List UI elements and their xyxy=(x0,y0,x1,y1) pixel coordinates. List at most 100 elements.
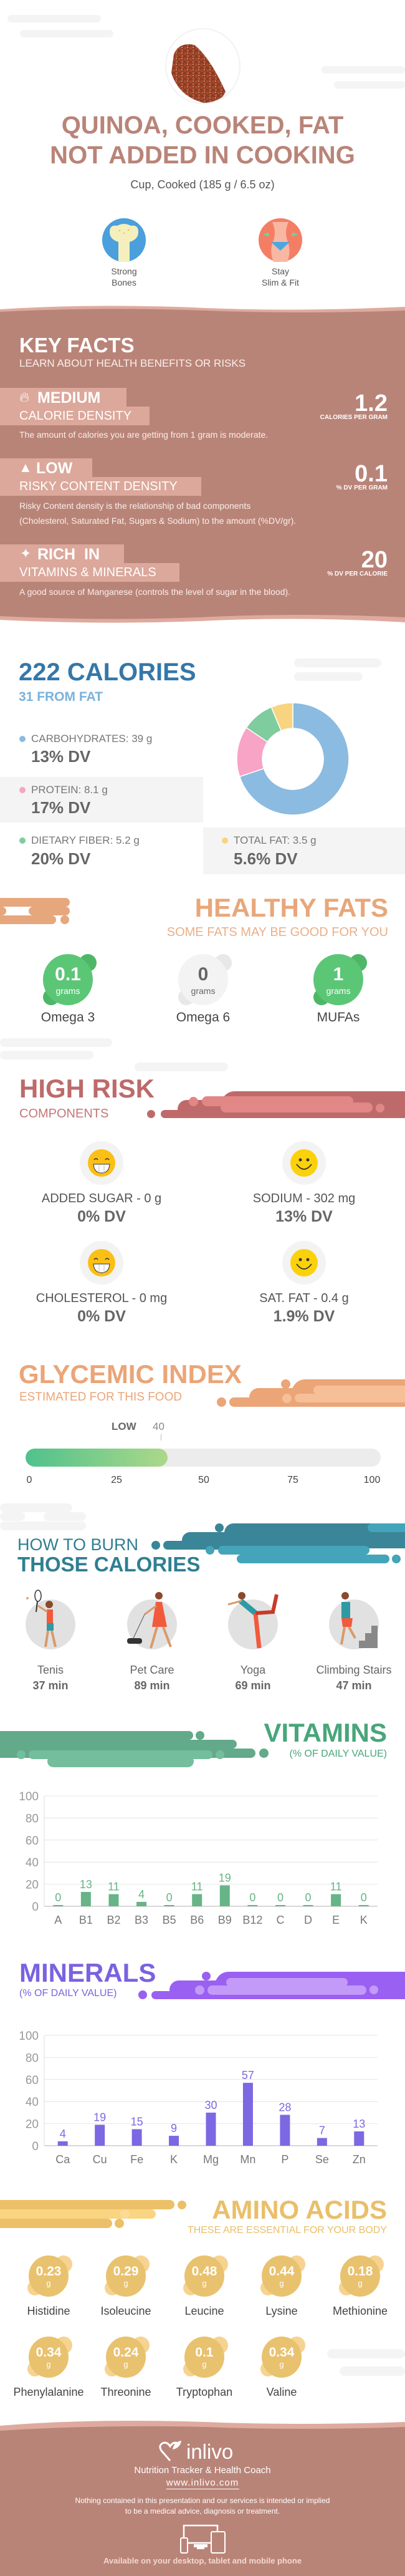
high-risk-title: HIGH RISK xyxy=(19,1074,155,1103)
glycemic-bar-fill xyxy=(26,1449,168,1467)
amino-label: Threonine xyxy=(100,2386,151,2398)
bar-value-label: 57 xyxy=(242,2069,254,2082)
stairs-icon xyxy=(340,1592,378,1648)
amino-label: Phenylalanine xyxy=(13,2386,84,2398)
vitamin-bar-b6 xyxy=(192,1894,202,1906)
food-title-line1: QUINOA, COOKED, FAT xyxy=(61,112,344,139)
gi-tick: 75 xyxy=(287,1475,298,1485)
amino-blob: 0.18 g xyxy=(339,2255,384,2297)
minerals-bar-chart: 0 20 40 60 80 100 4 Ca 19 Cu 15 Fe 9 K 30 Mg 57 Mn 28 P 7 Se 1… xyxy=(19,2030,378,2166)
warning-icon: ▲ xyxy=(19,460,32,475)
risk-label: ADDED SUGAR - 0 g xyxy=(41,1192,162,1205)
bar-value-label: 0 xyxy=(361,1891,367,1904)
y-tick-label: 80 xyxy=(26,1812,39,1825)
bone-icon xyxy=(102,218,146,262)
risk-dv: 13% DV xyxy=(275,1208,333,1225)
macro-dv: 5.6% DV xyxy=(234,849,298,868)
fact-level: RICH IN xyxy=(37,546,100,563)
bar-value-label: 28 xyxy=(279,2101,291,2113)
fact-description: The amount of calories you are getting f… xyxy=(19,430,269,440)
category-label: K xyxy=(360,1914,368,1926)
fat-unit: grams xyxy=(55,986,80,996)
risk-dv: 1.9% DV xyxy=(273,1308,335,1325)
mineral-bar-p xyxy=(280,2115,290,2146)
calories-from-fat: 31 FROM FAT xyxy=(19,690,103,704)
benefit-strong-bones xyxy=(102,218,146,265)
key-facts-band xyxy=(0,306,405,623)
bar-value-label: 0 xyxy=(277,1891,284,1904)
amino-title: AMINO ACIDS xyxy=(212,2195,387,2224)
amino-value: 0.24 xyxy=(113,2345,139,2360)
vitamin-bar-b1 xyxy=(80,1891,91,1906)
donut-slice-carbohydrates xyxy=(239,702,350,816)
gi-tick: 100 xyxy=(363,1475,381,1485)
fat-unit: grams xyxy=(326,986,351,996)
protein-bullet xyxy=(19,787,26,793)
risk-label: SODIUM - 302 mg xyxy=(252,1192,356,1205)
amino-label: Leucine xyxy=(184,2305,224,2317)
footer-tagline: Nutrition Tracker & Health Coach xyxy=(134,2465,271,2476)
activity-time: 89 min xyxy=(134,1679,170,1692)
macro-label: CARBOHYDRATES: 39 g xyxy=(31,733,153,745)
category-label: B12 xyxy=(242,1914,262,1926)
bar-value-label: 0 xyxy=(305,1891,312,1904)
fiber-bullet xyxy=(19,837,26,844)
benefit-slim-fit xyxy=(259,218,302,265)
vitamin-bar-b2 xyxy=(108,1894,119,1906)
amino-blob: 0.44 g xyxy=(260,2255,305,2297)
bar-value-label: 19 xyxy=(219,1871,231,1884)
mineral-bar-se xyxy=(317,2138,327,2146)
macro-dv: 17% DV xyxy=(31,798,91,817)
fact-description: (Cholesterol, Saturated Fat, Sugars & So… xyxy=(19,516,297,526)
fact-value: 0.1 xyxy=(355,461,388,487)
fact-unit: % DV PER GRAM xyxy=(336,485,388,491)
amino-value: 0.48 xyxy=(191,2264,217,2279)
amino-value: 0.29 xyxy=(113,2264,139,2279)
category-label: B2 xyxy=(107,1914,120,1926)
activity-time: 69 min xyxy=(235,1679,271,1692)
vitamin-bar-b3 xyxy=(136,1901,147,1906)
amino-unit: g xyxy=(279,2360,284,2369)
waist-icon xyxy=(259,218,302,262)
activity-time: 47 min xyxy=(336,1679,372,1692)
fact-level: LOW xyxy=(36,460,73,477)
amino-unit: g xyxy=(123,2360,128,2369)
yoga-icon xyxy=(227,1592,279,1649)
minerals-title: MINERALS xyxy=(19,1958,156,1987)
available-platforms: Available on your desktop, tablet and mo… xyxy=(103,2556,302,2565)
amino-unit: g xyxy=(279,2279,284,2288)
macro-dv: 20% DV xyxy=(31,849,91,868)
y-tick-label: 80 xyxy=(26,2052,39,2065)
fat-value: 0.1 xyxy=(55,964,81,985)
amino-value: 0.34 xyxy=(36,2345,62,2360)
benefit-label: Strong xyxy=(111,266,137,276)
category-label: E xyxy=(332,1914,340,1926)
amino-value: 0.23 xyxy=(36,2264,62,2279)
inlivo-logo: inlivo xyxy=(159,2438,246,2463)
healthy-fats-title: HEALTHY FATS xyxy=(194,893,388,922)
vitamins-bar-chart: 0 20 40 60 80 100 0 A 13 B1 11 B2 4 B3 0 B5 11 B6 19 B9 0 B12… xyxy=(19,1790,378,1926)
mineral-bar-k xyxy=(169,2136,179,2146)
glycemic-subtitle: ESTIMATED FOR THIS FOOD xyxy=(19,1391,183,1404)
category-label: K xyxy=(170,2153,178,2166)
bar-value-label: 13 xyxy=(80,1878,92,1891)
benefit-label: Stay xyxy=(271,266,290,276)
activity-time: 37 min xyxy=(32,1679,69,1692)
serving-size: Cup, Cooked (185 g / 6.5 oz) xyxy=(130,178,275,191)
category-label: B3 xyxy=(135,1914,148,1926)
carbs-bullet xyxy=(19,736,26,742)
bar-value-label: 0 xyxy=(249,1891,255,1904)
vitamin-bar-k xyxy=(358,1905,369,1906)
category-label: B5 xyxy=(163,1914,176,1926)
macro-donut-chart xyxy=(236,702,350,816)
heart-leaf-logo-icon xyxy=(159,2441,181,2461)
grin-icon xyxy=(88,1149,115,1177)
category-label: Mg xyxy=(203,2153,219,2166)
glycemic-bar-track xyxy=(26,1449,381,1467)
key-facts-subtitle: LEARN ABOUT HEALTH BENEFITS OR RISKS xyxy=(19,357,246,369)
disclaimer: to be a medical advice, diagnosis or tre… xyxy=(125,2507,280,2516)
vitamin-bar-d xyxy=(303,1905,313,1906)
quinoa-bowl-icon xyxy=(171,44,226,103)
amino-label: Methionine xyxy=(332,2305,388,2317)
footer-url[interactable]: www.inlivo.com xyxy=(166,2477,239,2489)
